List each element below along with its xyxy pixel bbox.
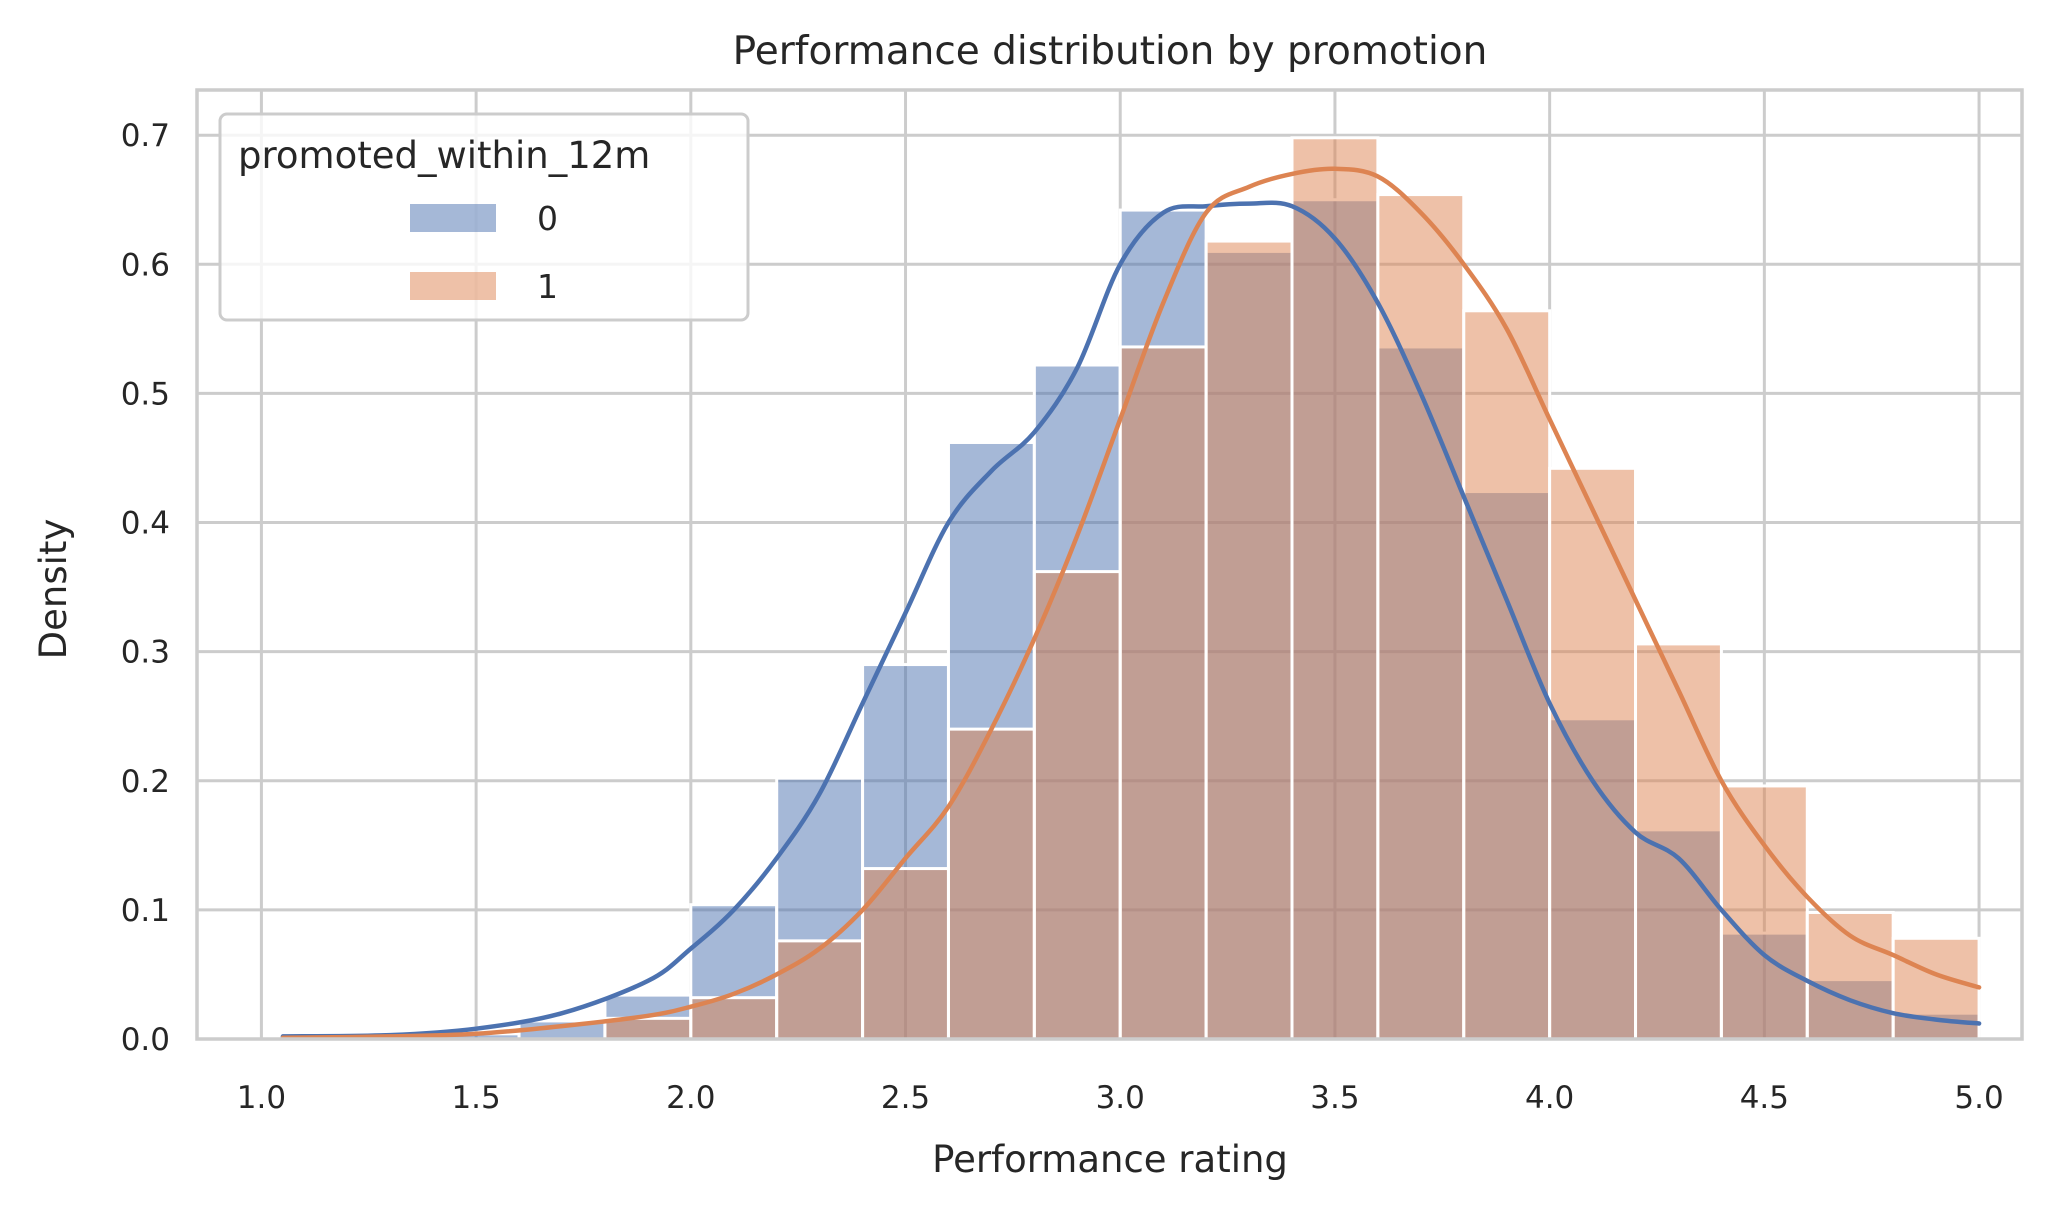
axes-layer: 1.0 1.5 2.0 2.5 3.0 3.5 4.0 4.5 5.0 0.0 0.1 0.2 0.3 0… — [121, 88, 2024, 1116]
x-tick-label: 3.0 — [1096, 1080, 1145, 1116]
chart-title: Performance distribution by promotion — [733, 29, 1488, 74]
histogram-bar-series-1 — [1204, 239, 1294, 1041]
legend-title: promoted_within_12m — [238, 134, 650, 177]
legend-swatch-series-0 — [410, 204, 496, 232]
y-tick-label: 0.1 — [121, 893, 170, 929]
x-tick-label: 3.5 — [1310, 1080, 1359, 1116]
plot-frame — [195, 88, 2024, 1041]
y-tick-label: 0.5 — [121, 376, 170, 412]
kde-layer — [280, 166, 1982, 1040]
histogram-bar-series-1 — [1032, 570, 1122, 1041]
kde-line-series-0 — [280, 200, 1982, 1039]
histogram-bar-series-1 — [775, 939, 865, 1041]
y-axis-label: Density — [32, 519, 75, 660]
y-tick-label: 0.3 — [121, 635, 170, 671]
histogram-bar-series-1 — [1290, 136, 1380, 1041]
x-tick-label: 5.0 — [1954, 1080, 2003, 1116]
histogram-bar-series-1 — [1719, 784, 1809, 1041]
histogram-bar-series-1 — [1805, 910, 1895, 1041]
kde-line-series-1 — [280, 166, 1982, 1040]
y-tick-label: 0.0 — [121, 1022, 170, 1058]
y-tick-label: 0.6 — [121, 247, 170, 283]
y-tick-label: 0.7 — [121, 118, 170, 154]
histogram-bar-series-1 — [1548, 466, 1638, 1041]
y-tick-label: 0.2 — [121, 764, 170, 800]
legend: promoted_within_12m 0 1 — [218, 112, 750, 322]
histogram-bar-series-1 — [946, 727, 1036, 1041]
x-tick-label: 4.5 — [1740, 1080, 1789, 1116]
x-tick-label: 2.5 — [881, 1080, 930, 1116]
y-tick-label: 0.4 — [121, 506, 170, 542]
x-axis-label: Performance rating — [932, 1138, 1288, 1181]
x-tick-label: 1.0 — [237, 1080, 286, 1116]
histogram-bar-series-1 — [1118, 345, 1208, 1041]
legend-label-series-0: 0 — [537, 199, 558, 238]
x-tick-label: 4.0 — [1525, 1080, 1574, 1116]
x-tick-label: 1.5 — [451, 1080, 500, 1116]
legend-label-series-1: 1 — [537, 267, 558, 306]
histogram-bar-series-1 — [1376, 193, 1466, 1041]
legend-swatch-series-1 — [410, 272, 496, 300]
x-tick-label: 2.0 — [666, 1080, 715, 1116]
